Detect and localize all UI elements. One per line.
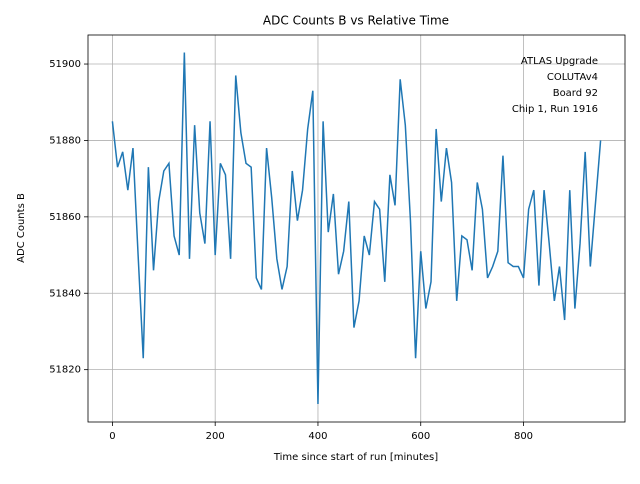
annotation: ATLAS Upgrade — [521, 56, 598, 67]
data-line — [111, 52, 602, 405]
annotation: Board 92 — [553, 88, 598, 99]
y-tick-label: 51840 — [49, 288, 81, 299]
y-tick-label: 51860 — [49, 212, 81, 223]
plot-frame — [87, 34, 626, 423]
x-tick-label: 600 — [411, 431, 430, 442]
y-tick-label: 51880 — [49, 135, 81, 146]
x-tick-label: 200 — [206, 431, 225, 442]
x-tick-label: 0 — [109, 431, 115, 442]
y-tick-label: 51900 — [49, 59, 81, 70]
y-axis-label: ADC Counts B — [16, 193, 27, 263]
chart-title: ADC Counts B vs Relative Time — [263, 14, 449, 28]
x-tick-label: 800 — [514, 431, 533, 442]
annotation: COLUTAv4 — [547, 72, 598, 83]
x-axis-label: Time since start of run [minutes] — [273, 452, 438, 463]
annotation: Chip 1, Run 1916 — [512, 104, 598, 115]
y-tick-label: 51820 — [49, 365, 81, 376]
x-tick-label: 400 — [308, 431, 327, 442]
